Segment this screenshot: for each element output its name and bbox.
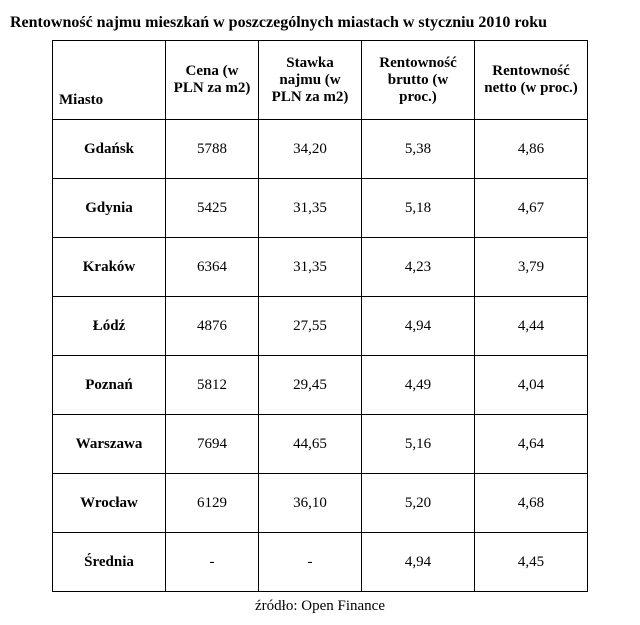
- cell-city: Poznań: [53, 356, 166, 415]
- cell-stawka: 34,20: [259, 120, 362, 179]
- cell-city: Łódź: [53, 297, 166, 356]
- cell-netto: 4,86: [475, 120, 588, 179]
- table-row: Gdańsk 5788 34,20 5,38 4,86: [53, 120, 588, 179]
- cell-city: Wrocław: [53, 474, 166, 533]
- col-header-stawka: Stawka najmu (w PLN za m2): [259, 41, 362, 120]
- table-row: Średnia - - 4,94 4,45: [53, 533, 588, 592]
- cell-cena: 7694: [166, 415, 259, 474]
- cell-netto: 4,04: [475, 356, 588, 415]
- cell-brutto: 4,94: [362, 533, 475, 592]
- col-header-brutto: Rentowność brutto (w proc.): [362, 41, 475, 120]
- cell-netto: 4,67: [475, 179, 588, 238]
- table-row: Gdynia 5425 31,35 5,18 4,67: [53, 179, 588, 238]
- cell-netto: 4,68: [475, 474, 588, 533]
- cell-cena: 4876: [166, 297, 259, 356]
- cell-cena: -: [166, 533, 259, 592]
- table-row: Łódź 4876 27,55 4,94 4,44: [53, 297, 588, 356]
- cell-city: Kraków: [53, 238, 166, 297]
- table-header-row: Miasto Cena (w PLN za m2) Stawka najmu (…: [53, 41, 588, 120]
- table-row: Poznań 5812 29,45 4,49 4,04: [53, 356, 588, 415]
- col-header-cena: Cena (w PLN za m2): [166, 41, 259, 120]
- cell-cena: 6364: [166, 238, 259, 297]
- cell-stawka: 31,35: [259, 238, 362, 297]
- cell-cena: 5812: [166, 356, 259, 415]
- cell-netto: 3,79: [475, 238, 588, 297]
- cell-stawka: -: [259, 533, 362, 592]
- cell-city: Średnia: [53, 533, 166, 592]
- cell-cena: 6129: [166, 474, 259, 533]
- table-row: Warszawa 7694 44,65 5,16 4,64: [53, 415, 588, 474]
- cell-brutto: 5,20: [362, 474, 475, 533]
- page-title: Rentowność najmu mieszkań w poszczególny…: [10, 14, 630, 32]
- table-body: Gdańsk 5788 34,20 5,38 4,86 Gdynia 5425 …: [53, 120, 588, 592]
- cell-cena: 5788: [166, 120, 259, 179]
- rentability-table: Miasto Cena (w PLN za m2) Stawka najmu (…: [52, 40, 588, 592]
- col-header-miasto: Miasto: [53, 41, 166, 120]
- table-container: Miasto Cena (w PLN za m2) Stawka najmu (…: [10, 40, 630, 592]
- cell-netto: 4,45: [475, 533, 588, 592]
- cell-brutto: 5,18: [362, 179, 475, 238]
- cell-brutto: 5,16: [362, 415, 475, 474]
- cell-cena: 5425: [166, 179, 259, 238]
- table-row: Wrocław 6129 36,10 5,20 4,68: [53, 474, 588, 533]
- cell-city: Gdynia: [53, 179, 166, 238]
- cell-stawka: 29,45: [259, 356, 362, 415]
- source-label: źródło: Open Finance: [10, 598, 630, 615]
- cell-stawka: 36,10: [259, 474, 362, 533]
- col-header-netto: Rentowność netto (w proc.): [475, 41, 588, 120]
- cell-brutto: 4,94: [362, 297, 475, 356]
- cell-city: Warszawa: [53, 415, 166, 474]
- cell-city: Gdańsk: [53, 120, 166, 179]
- cell-stawka: 31,35: [259, 179, 362, 238]
- cell-brutto: 4,49: [362, 356, 475, 415]
- cell-netto: 4,64: [475, 415, 588, 474]
- cell-brutto: 5,38: [362, 120, 475, 179]
- cell-brutto: 4,23: [362, 238, 475, 297]
- cell-stawka: 44,65: [259, 415, 362, 474]
- cell-netto: 4,44: [475, 297, 588, 356]
- cell-stawka: 27,55: [259, 297, 362, 356]
- table-row: Kraków 6364 31,35 4,23 3,79: [53, 238, 588, 297]
